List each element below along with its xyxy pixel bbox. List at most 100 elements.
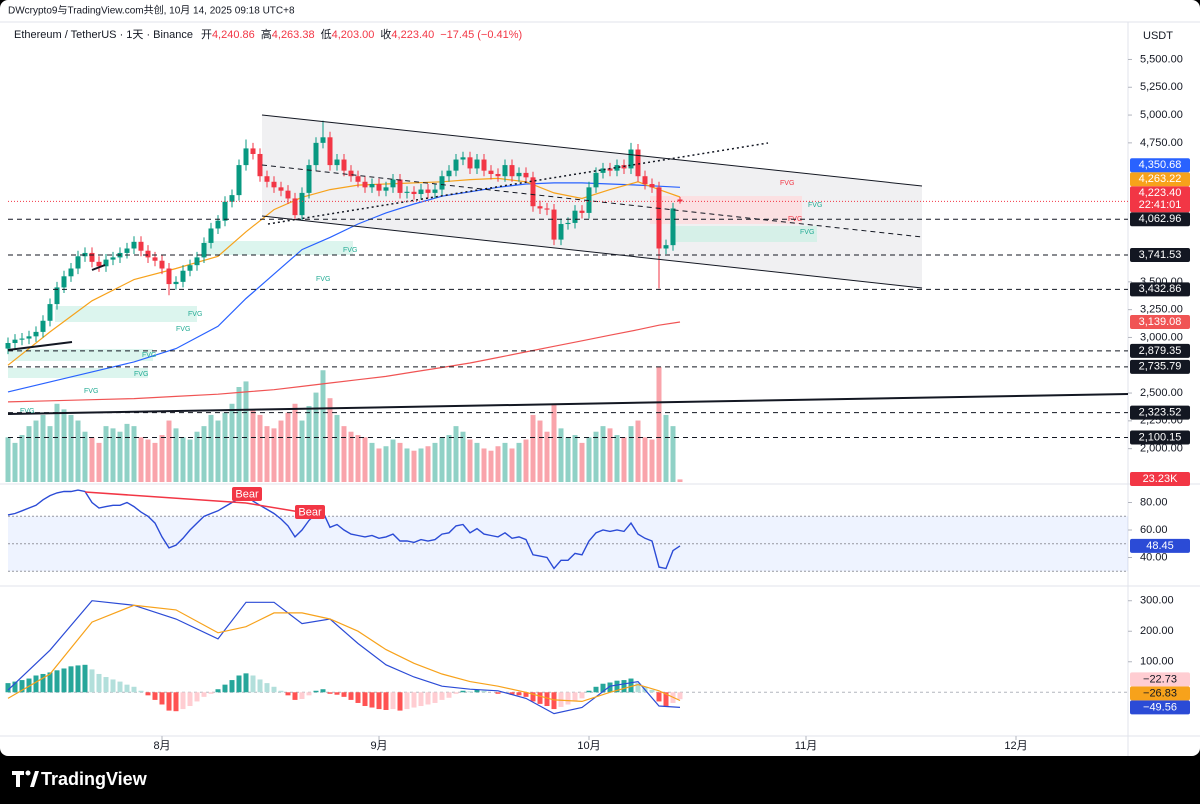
histogram-bar <box>551 692 557 710</box>
histogram-bar <box>313 690 319 693</box>
trend-line <box>7 341 73 351</box>
candle-body <box>502 165 508 177</box>
price-tag-label: 2,879.35 <box>1139 345 1182 357</box>
histogram-bar <box>677 692 683 700</box>
candle-body <box>222 201 228 221</box>
histogram-bar <box>180 692 186 710</box>
histogram-bar <box>5 683 11 693</box>
volume-bar <box>418 448 424 482</box>
volume-bar <box>432 442 438 482</box>
volume-bar <box>124 423 130 482</box>
histogram-bar <box>495 692 501 694</box>
candle-body <box>313 142 319 166</box>
candle-body <box>54 287 60 305</box>
histogram-bar <box>320 689 326 693</box>
fvg-label: FVG <box>20 408 34 415</box>
volume-bar <box>271 428 277 482</box>
volume-bar <box>145 439 151 482</box>
histogram-bar <box>285 692 291 696</box>
candle-body <box>250 148 256 154</box>
histogram-bar <box>229 680 235 693</box>
y-tick-label: 200.00 <box>1140 625 1174 637</box>
volume-bar <box>173 428 179 482</box>
volume-bar <box>40 414 46 482</box>
y-tick-label: 40.00 <box>1140 551 1168 563</box>
volume-bar <box>159 435 165 482</box>
volume-bar <box>285 412 291 482</box>
price-tag-label: 3,432.86 <box>1139 283 1182 295</box>
candle-body <box>110 257 116 260</box>
histogram-bar <box>47 672 53 693</box>
volume-bar <box>12 442 18 482</box>
volume-bar <box>474 442 480 482</box>
volume-bar <box>250 409 256 482</box>
histogram-bar <box>292 692 298 700</box>
price-tag <box>1130 405 1190 420</box>
histogram-bar <box>110 679 116 693</box>
price-tag <box>1130 430 1190 445</box>
candle-body <box>572 210 578 223</box>
volume-bar <box>467 439 473 482</box>
volume-bar <box>82 431 88 482</box>
histogram-bar <box>600 683 606 693</box>
histogram-bar <box>341 692 347 697</box>
x-tick-label: 10月 <box>577 740 600 752</box>
candle-body <box>600 168 606 173</box>
histogram-bar <box>565 692 571 705</box>
volume-bar <box>586 437 592 482</box>
volume-bar <box>523 439 529 482</box>
candle-body <box>516 172 522 177</box>
candle-body <box>355 176 361 182</box>
candle-body <box>320 137 326 143</box>
histogram-bar <box>117 681 123 693</box>
histogram-bar <box>474 689 480 693</box>
volume-bar <box>103 426 109 482</box>
histogram-bar <box>362 692 368 707</box>
histogram-bar <box>152 692 158 700</box>
candle-body <box>614 165 620 171</box>
histogram-bar <box>369 692 375 708</box>
moving-average <box>7 182 681 393</box>
volume-bar <box>607 428 613 482</box>
volume-tag <box>1130 472 1190 486</box>
volume-bar <box>628 426 634 482</box>
fvg-label: FVG <box>780 180 794 187</box>
histogram-bar <box>649 689 655 693</box>
y-tick-label: 2,500.00 <box>1140 387 1183 399</box>
volume-bar <box>68 414 74 482</box>
channel-fill <box>262 115 922 288</box>
candle-body <box>453 159 459 171</box>
candle-body <box>187 265 193 271</box>
histogram-bar <box>201 692 207 697</box>
fvg-label: FVG <box>808 202 822 209</box>
volume-bar <box>187 439 193 482</box>
histogram-bar <box>222 684 228 693</box>
histogram-bar <box>12 681 18 693</box>
volume-bar <box>460 431 466 482</box>
candle-body <box>390 179 396 188</box>
candle-body <box>96 261 102 267</box>
volume-bar <box>131 426 137 482</box>
candle-body <box>264 176 270 182</box>
y-tick-label: 5,250.00 <box>1140 81 1183 93</box>
trend-line <box>91 264 106 271</box>
volume-bar <box>96 442 102 482</box>
volume-bar <box>201 426 207 482</box>
volume-bar <box>355 435 361 482</box>
candle-body <box>40 320 46 332</box>
attribution: DWcrypto9与TradingView.com共创, 10月 14, 202… <box>8 4 295 17</box>
histogram-bar <box>54 670 60 693</box>
bear-tag <box>295 505 325 519</box>
volume-bar <box>383 446 389 482</box>
volume-bar <box>110 428 116 482</box>
histogram-bar <box>103 677 109 693</box>
histogram-bar <box>257 679 263 693</box>
candle-body <box>348 170 354 177</box>
logo-mark <box>12 771 24 787</box>
candle-body <box>292 198 298 216</box>
volume-bar <box>614 435 620 482</box>
histogram-bar <box>215 689 221 693</box>
histogram-bar <box>509 692 515 695</box>
logo: TradingView <box>12 769 148 789</box>
